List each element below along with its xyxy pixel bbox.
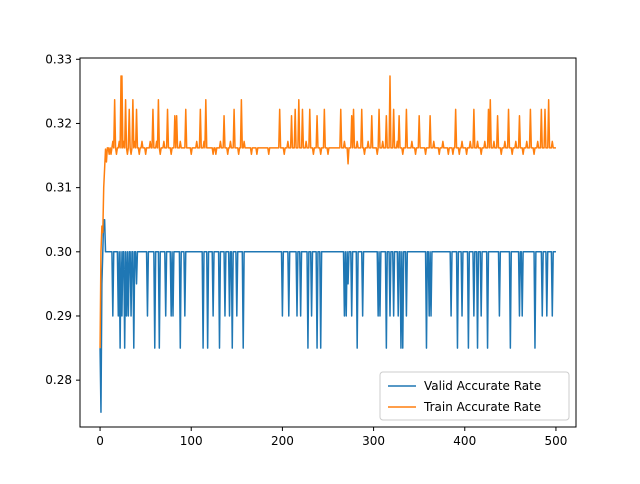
x-tick-label: 400 (453, 434, 476, 448)
series-line-valid (99, 218, 556, 413)
y-tick-label: 0.30 (45, 245, 72, 259)
y-tick-label: 0.28 (45, 373, 72, 387)
y-tick-label: 0.32 (45, 116, 72, 130)
y-tick-label: 0.29 (45, 309, 72, 323)
legend: Valid Accurate Rate Train Accurate Rate (379, 371, 570, 421)
x-axis: 0 100 200 300 400 500 (96, 427, 567, 448)
y-tick-label: 0.33 (45, 52, 72, 66)
x-tick-label: 0 (96, 434, 104, 448)
legend-box (379, 371, 570, 421)
series-layer (99, 75, 556, 413)
x-tick-label: 300 (362, 434, 385, 448)
y-axis: 0.28 0.29 0.30 0.31 0.32 0.33 (45, 52, 80, 387)
x-tick-label: 100 (180, 434, 203, 448)
x-tick-label: 200 (271, 434, 294, 448)
legend-label: Valid Accurate Rate (424, 379, 541, 393)
series-line-train (99, 75, 556, 349)
y-tick-label: 0.31 (45, 181, 72, 195)
legend-label: Train Accurate Rate (423, 400, 541, 414)
axes-frame (79, 57, 577, 428)
x-tick-label: 500 (544, 434, 567, 448)
